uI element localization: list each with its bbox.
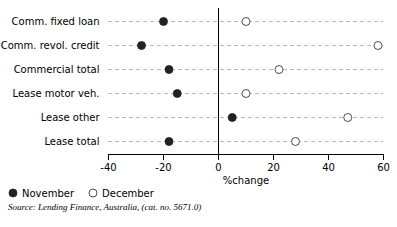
html-text:November: November: [22, 187, 74, 199]
html-text:Source: Lending Finance, Austr: Source: Lending Finance, Australia, (cat…: [8, 202, 202, 212]
svg-text:Comm. revol. credit: Comm. revol. credit: [1, 40, 100, 51]
svg-text:20: 20: [267, 162, 280, 173]
svg-text:Comm. fixed loan: Comm. fixed loan: [12, 16, 100, 27]
svg-text:Commercial total: Commercial total: [14, 64, 100, 75]
svg-text:-20: -20: [155, 162, 171, 173]
svg-text:40: 40: [322, 162, 335, 173]
svg-text:Lease other: Lease other: [41, 112, 101, 123]
svg-text:Lease motor veh.: Lease motor veh.: [13, 88, 100, 99]
svg-text:-40: -40: [100, 162, 116, 173]
svg-text:60: 60: [377, 162, 390, 173]
svg-text:0: 0: [215, 162, 221, 173]
svg-text:Lease total: Lease total: [44, 136, 99, 147]
html-text:December: December: [102, 187, 154, 199]
svg-text:%change: %change: [223, 175, 269, 186]
